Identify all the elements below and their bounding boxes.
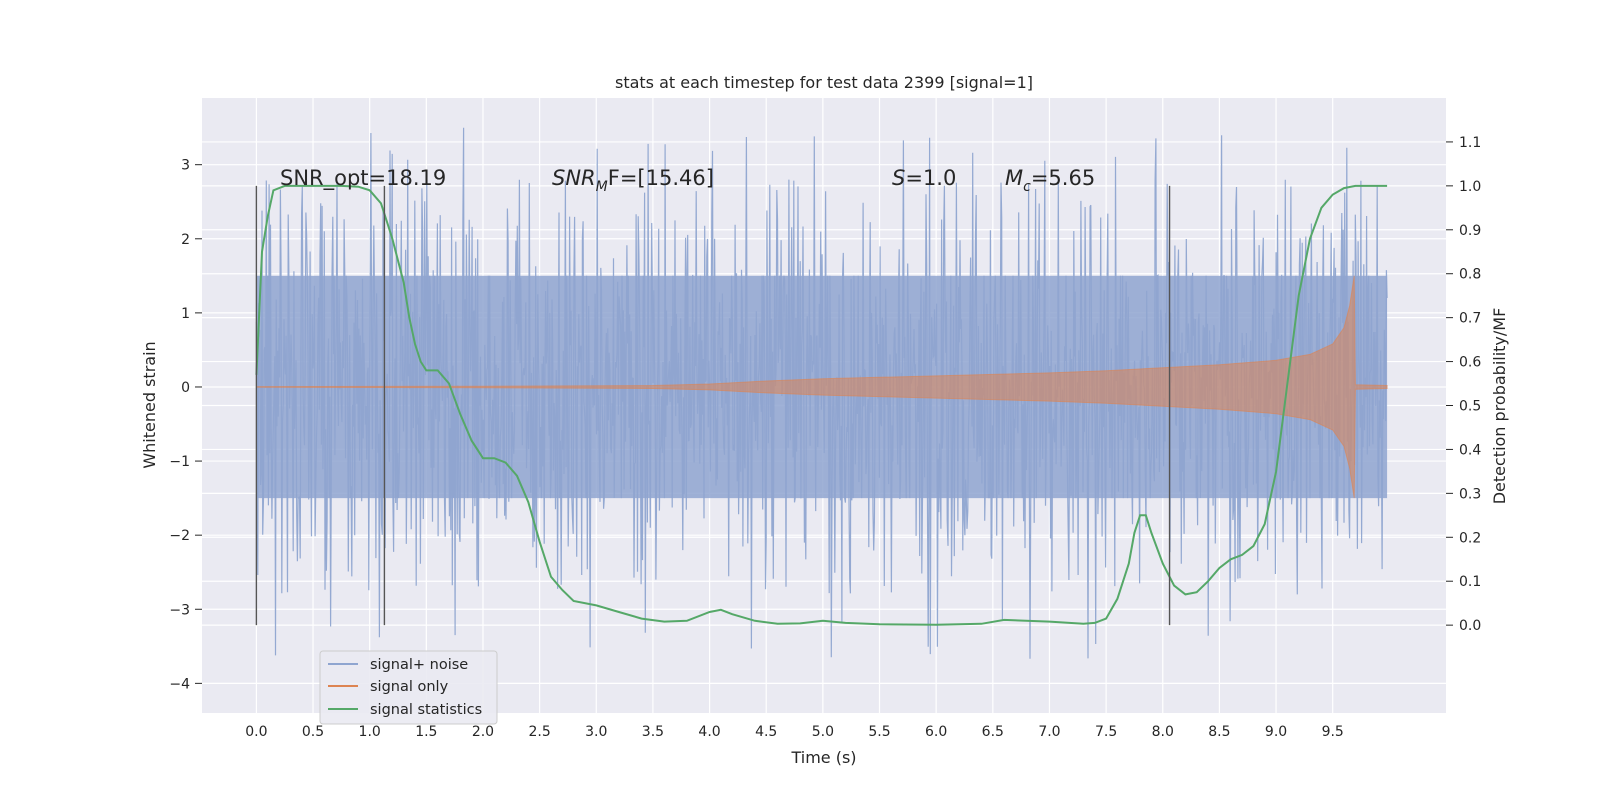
series-layer <box>255 127 1388 659</box>
x-tick-label: 9.5 <box>1322 724 1344 740</box>
annotation-s: S=1.0 <box>892 166 956 190</box>
annotation-snr-mf: SNRMF=[15.46] <box>552 166 714 195</box>
x-tick-label: 3.0 <box>585 724 607 740</box>
x-tick-labels: 0.0 0.5 1.0 1.5 2.0 2.5 3.0 3.5 4.0 4.5 5.0 5.5 6.0 6… <box>245 724 1344 740</box>
x-tick-label: 0.0 <box>245 724 267 740</box>
y-left-tick-label: 2 <box>181 232 190 248</box>
x-tick-label: 7.5 <box>1095 724 1117 740</box>
annotation-snr-mf-rest: F=[15.46] <box>608 166 714 190</box>
y-right-tick-label: 0.5 <box>1459 399 1481 415</box>
y-right-tick-label: 0.9 <box>1459 223 1481 239</box>
y-right-tick-label: 0.8 <box>1459 267 1481 283</box>
y-left-tick-label: −2 <box>169 528 190 544</box>
x-tick-label: 0.5 <box>302 724 324 740</box>
vertical-markers <box>255 185 1171 626</box>
y-left-tick-label: −4 <box>169 676 190 692</box>
y-right-tick-label: 1.1 <box>1459 135 1481 151</box>
chart-title: stats at each timestep for test data 239… <box>615 73 1033 92</box>
series-signal-statistics <box>255 184 1388 626</box>
x-tick-label: 6.0 <box>925 724 947 740</box>
x-tick-label: 7.0 <box>1038 724 1060 740</box>
legend-box <box>319 650 498 725</box>
annotation-mc: Mc=5.65 <box>1005 166 1095 195</box>
annotation-snr-mf-sub: M <box>596 179 608 195</box>
series-signal-only <box>255 275 1388 499</box>
x-tick-label: 4.5 <box>755 724 777 740</box>
y-right-tick-label: 0.3 <box>1459 486 1481 502</box>
y-left-tick-label: −3 <box>169 602 190 618</box>
legend: signal+ noise signal only signal statist… <box>319 650 498 725</box>
y-right-tick-label: 1.0 <box>1459 179 1481 195</box>
annotation-mc-rest: =5.65 <box>1031 166 1095 190</box>
annotation-s-main: S <box>892 166 905 190</box>
x-tick-label: 8.0 <box>1152 724 1174 740</box>
annotation-snr-opt: SNR_opt=18.19 <box>280 166 446 191</box>
x-tick-label: 5.0 <box>812 724 834 740</box>
annotation-s-rest: =1.0 <box>905 166 956 190</box>
x-tick-label: 1.5 <box>415 724 437 740</box>
x-tick-label: 9.0 <box>1265 724 1287 740</box>
y-left-tick-label: 3 <box>181 158 190 174</box>
y-right-axis-label: Detection probability/MF <box>1490 308 1509 505</box>
legend-label-signal-noise: signal+ noise <box>370 657 468 673</box>
y-right-tick-label: 0.7 <box>1459 311 1481 327</box>
y-right-tick-label: 0.0 <box>1459 618 1481 634</box>
y-right-tick-labels: 1.1 1.0 0.9 0.8 0.7 0.6 0.5 0.4 0.3 0.2 0.1 0.0 <box>1446 135 1481 634</box>
legend-label-signal-only: signal only <box>370 679 449 695</box>
y-left-tick-labels: 3 2 1 0 −1 −2 −3 −4 <box>169 158 202 692</box>
y-right-tick-label: 0.4 <box>1459 442 1481 458</box>
x-tick-label: 4.0 <box>698 724 720 740</box>
x-tick-label: 6.5 <box>982 724 1004 740</box>
y-right-tick-label: 0.2 <box>1459 530 1481 546</box>
annotation-mc-main: M <box>1005 166 1023 190</box>
y-left-tick-label: 0 <box>181 380 190 396</box>
y-left-axis-label: Whitened strain <box>140 341 159 468</box>
y-right-tick-label: 0.1 <box>1459 574 1481 590</box>
x-tick-label: 3.5 <box>642 724 664 740</box>
x-tick-label: 8.5 <box>1208 724 1230 740</box>
y-left-tick-label: 1 <box>181 306 190 322</box>
annotation-mc-sub: c <box>1023 179 1031 195</box>
y-left-tick-label: −1 <box>169 454 190 470</box>
annotations: SNR_opt=18.19 SNRMF=[15.46] S=1.0 Mc=5.6… <box>280 166 1095 195</box>
x-tick-label: 5.5 <box>868 724 890 740</box>
x-tick-label: 2.0 <box>472 724 494 740</box>
x-axis-label: Time (s) <box>790 748 856 767</box>
y-right-tick-label: 0.6 <box>1459 355 1481 371</box>
annotation-snr-mf-main: SNR <box>552 166 596 190</box>
legend-label-signal-statistics: signal statistics <box>370 702 482 718</box>
x-tick-label: 2.5 <box>528 724 550 740</box>
x-tick-label: 1.0 <box>359 724 381 740</box>
